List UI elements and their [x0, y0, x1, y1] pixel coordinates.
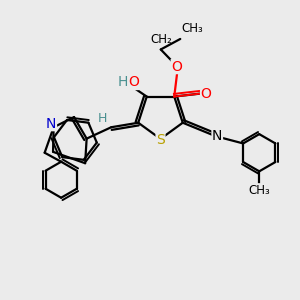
Text: O: O	[201, 87, 212, 100]
Text: O: O	[171, 60, 182, 74]
Text: N: N	[46, 117, 56, 130]
Text: S: S	[156, 134, 165, 147]
Text: CH₃: CH₃	[248, 184, 270, 197]
Text: CH₃: CH₃	[182, 22, 203, 35]
Text: H: H	[98, 112, 107, 125]
Text: N: N	[212, 129, 222, 143]
Text: O: O	[128, 76, 139, 89]
Text: H: H	[118, 76, 128, 89]
Text: CH₂: CH₂	[150, 34, 172, 46]
